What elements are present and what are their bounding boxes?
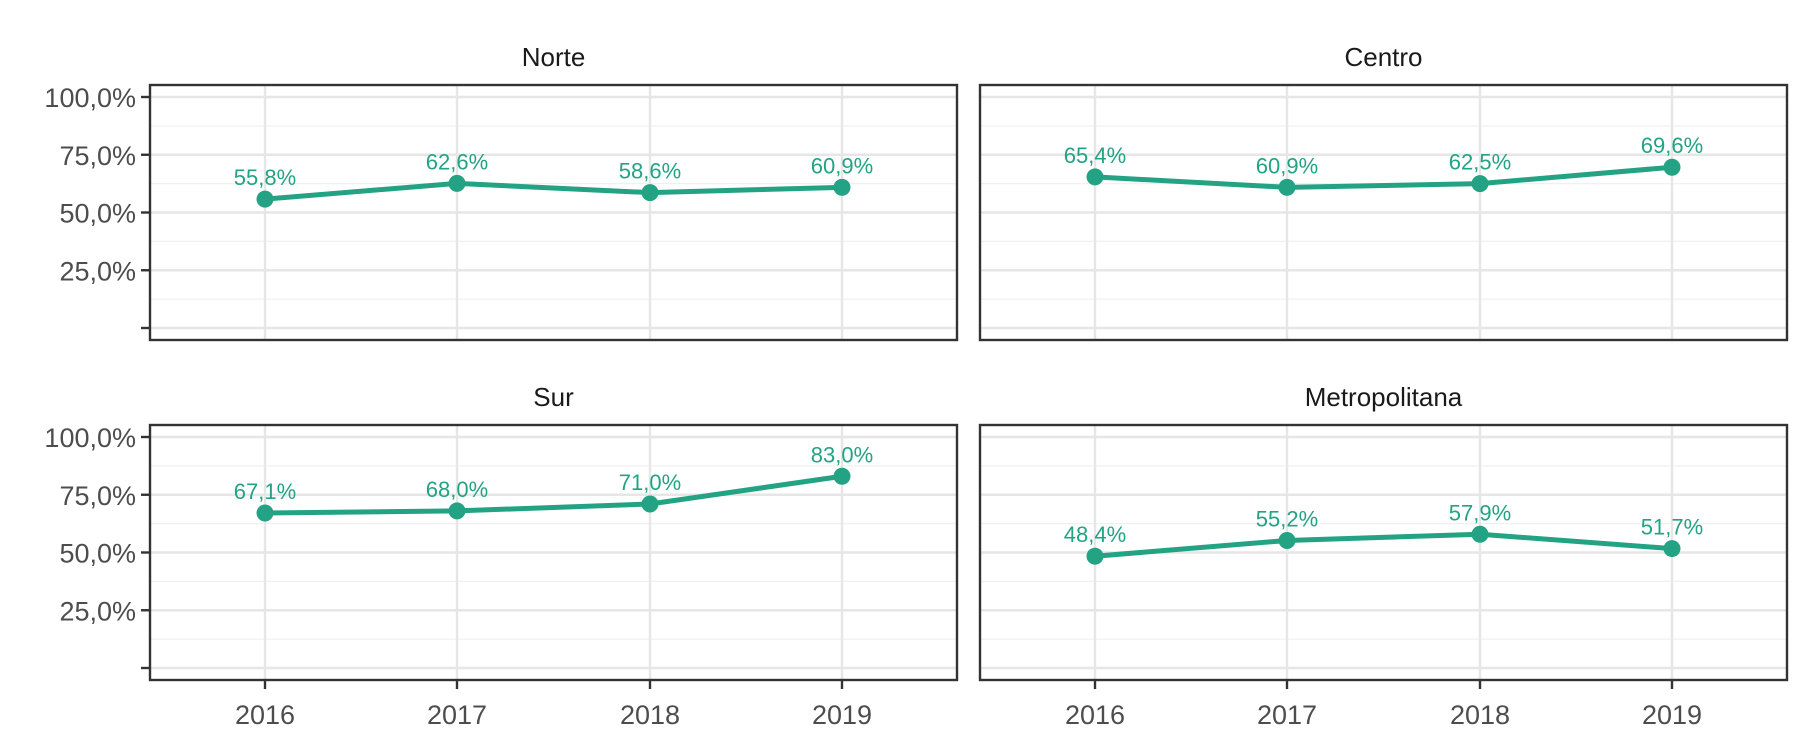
series-line (1092, 164, 1675, 190)
x-tick-label: 2016 (235, 700, 295, 730)
data-label: 62,6% (426, 149, 488, 174)
data-label: 68,0% (426, 477, 488, 502)
data-label: 51,7% (1641, 515, 1703, 540)
data-point (256, 504, 274, 522)
data-point (448, 502, 466, 520)
data-label: 71,0% (619, 470, 681, 495)
data-label: 60,9% (811, 153, 873, 178)
x-tick-label: 2016 (1065, 700, 1125, 730)
data-point (641, 495, 659, 513)
data-point (1278, 178, 1296, 196)
data-label: 62,5% (1449, 150, 1511, 175)
data-label: 60,9% (1256, 153, 1318, 178)
data-label: 55,2% (1256, 506, 1318, 531)
series-line (1092, 531, 1675, 559)
data-label: 83,0% (811, 442, 873, 467)
data-point (1663, 540, 1681, 558)
x-tick-label: 2018 (1450, 700, 1510, 730)
y-tick-label: 75,0% (59, 481, 136, 511)
x-tick-label: 2017 (427, 700, 487, 730)
data-point (833, 178, 851, 196)
data-point (1278, 531, 1296, 549)
data-label: 69,6% (1641, 133, 1703, 158)
y-tick-label: 75,0% (59, 141, 136, 171)
data-label: 55,8% (234, 165, 296, 190)
y-tick-label: 50,0% (59, 199, 136, 229)
y-tick-label: 50,0% (59, 539, 136, 569)
series-line (262, 180, 845, 202)
data-label: 57,9% (1449, 500, 1511, 525)
data-point (256, 190, 274, 208)
data-point (1471, 525, 1489, 543)
series-line (262, 473, 845, 516)
y-tick-label: 100,0% (44, 83, 136, 113)
x-tick-label: 2018 (620, 700, 680, 730)
data-label: 65,4% (1064, 143, 1126, 168)
data-label: 58,6% (619, 159, 681, 184)
y-tick-label: 25,0% (59, 596, 136, 626)
panel-title: Sur (533, 382, 574, 412)
x-tick-label: 2019 (812, 700, 872, 730)
panel-border (978, 83, 1789, 342)
data-point (641, 184, 659, 202)
panel-title: Norte (522, 42, 586, 72)
data-label: 48,4% (1064, 522, 1126, 547)
data-point (448, 174, 466, 192)
panel-title: Metropolitana (1305, 382, 1463, 412)
x-tick-label: 2019 (1642, 700, 1702, 730)
data-point (1663, 158, 1681, 176)
data-point (833, 467, 851, 485)
data-label: 67,1% (234, 479, 296, 504)
y-tick-label: 100,0% (44, 423, 136, 453)
panel-title: Centro (1344, 42, 1422, 72)
data-point (1086, 168, 1104, 186)
x-tick-label: 2017 (1257, 700, 1317, 730)
data-point (1086, 547, 1104, 565)
y-tick-label: 25,0% (59, 256, 136, 286)
panel-border (978, 423, 1789, 682)
data-point (1471, 175, 1489, 193)
